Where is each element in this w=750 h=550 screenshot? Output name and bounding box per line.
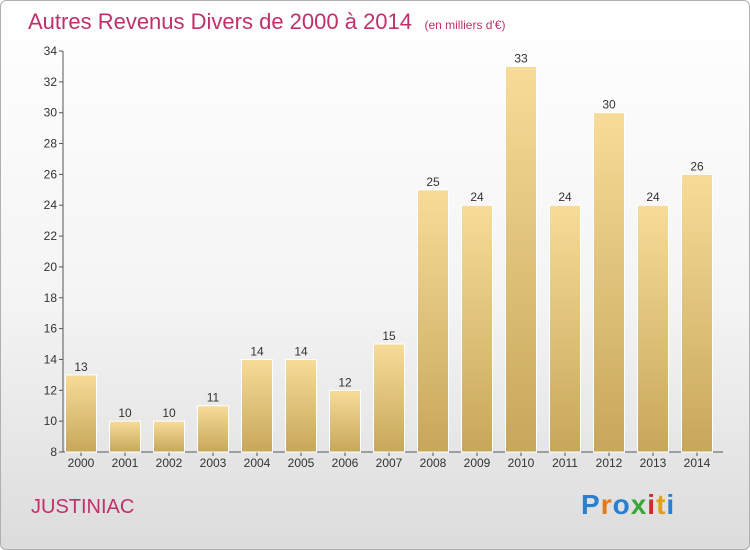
- x-tick-label: 2003: [200, 456, 227, 470]
- logo-letter: r: [600, 489, 613, 520]
- x-tick-label: 2014: [684, 456, 711, 470]
- data-label: 24: [646, 190, 660, 204]
- bar: [241, 358, 273, 453]
- logo-letter: t: [656, 489, 667, 520]
- bar: [417, 189, 449, 453]
- y-tick-label: 18: [44, 291, 58, 305]
- y-tick-label: 26: [44, 167, 58, 181]
- x-tick-label: 2001: [112, 456, 139, 470]
- proxiti-logo: Proxiti: [581, 489, 675, 521]
- bar: [153, 420, 185, 453]
- bar: [373, 343, 405, 453]
- x-tick-label: 2007: [376, 456, 403, 470]
- data-label: 10: [162, 406, 176, 420]
- bar: [505, 65, 537, 453]
- y-tick-label: 10: [44, 414, 58, 428]
- data-label: 13: [74, 360, 88, 374]
- logo-letter: o: [612, 489, 631, 520]
- chart-title: Autres Revenus Divers de 2000 à 2014: [28, 9, 413, 34]
- data-label: 11: [207, 391, 220, 405]
- y-tick-label: 12: [44, 383, 58, 397]
- chart-axes: 8 10 12 14 16 18 20 22 24 26 28 30 32 34 2000 2001 2002 2…: [44, 44, 723, 470]
- chart-unit-note: (en milliers d'€): [424, 18, 506, 32]
- commune-name: JUSTINIAC: [31, 496, 135, 518]
- bar: [65, 374, 97, 453]
- x-tick-label: 2006: [332, 456, 359, 470]
- logo-letter: x: [630, 489, 648, 520]
- logo-letter: i: [647, 489, 657, 520]
- bar: [593, 112, 625, 453]
- data-label: 10: [118, 406, 132, 420]
- y-tick-label: 34: [44, 44, 58, 58]
- chart-title-block: Autres Revenus Divers de 2000 à 2014 (en…: [28, 9, 505, 35]
- data-label: 14: [250, 344, 264, 358]
- x-tick-label: 2002: [156, 456, 183, 470]
- x-tick-label: 2005: [288, 456, 315, 470]
- y-tick-label: 30: [44, 106, 58, 120]
- logo-letter: i: [666, 489, 676, 520]
- x-tick-label: 2000: [68, 456, 95, 470]
- y-tick-label: 16: [44, 322, 58, 336]
- x-tick-label: 2013: [640, 456, 667, 470]
- y-tick-label: 8: [50, 445, 57, 459]
- data-label: 25: [426, 175, 440, 189]
- x-tick-label: 2004: [244, 456, 271, 470]
- data-label: 30: [602, 98, 616, 112]
- data-label: 15: [382, 329, 396, 343]
- x-tick-label: 2012: [596, 456, 623, 470]
- data-label: 26: [690, 159, 704, 173]
- y-tick-label: 14: [44, 352, 58, 366]
- bar: [109, 420, 141, 453]
- y-tick-label: 28: [44, 137, 58, 151]
- x-tick-label: 2010: [508, 456, 535, 470]
- data-label: 12: [338, 375, 352, 389]
- bar: [197, 405, 229, 453]
- bar: [637, 204, 669, 453]
- chart-bars: 13 10 10 11 14 14 12 15 25 24 33 24 30 24 26: [65, 51, 713, 453]
- bar: [461, 204, 493, 453]
- y-tick-label: 22: [44, 229, 58, 243]
- x-tick-label: 2009: [464, 456, 491, 470]
- x-tick-label: 2008: [420, 456, 447, 470]
- logo-letter: P: [581, 489, 601, 520]
- bar: [681, 173, 713, 453]
- data-label: 33: [514, 51, 528, 65]
- y-tick-label: 20: [44, 260, 58, 274]
- bar: [329, 389, 361, 453]
- data-label: 14: [294, 344, 308, 358]
- y-tick-label: 24: [44, 198, 58, 212]
- data-label: 24: [470, 190, 484, 204]
- bar: [549, 204, 581, 453]
- bar: [285, 358, 317, 453]
- data-label: 24: [558, 190, 572, 204]
- y-tick-label: 32: [44, 75, 58, 89]
- x-tick-label: 2011: [552, 456, 578, 470]
